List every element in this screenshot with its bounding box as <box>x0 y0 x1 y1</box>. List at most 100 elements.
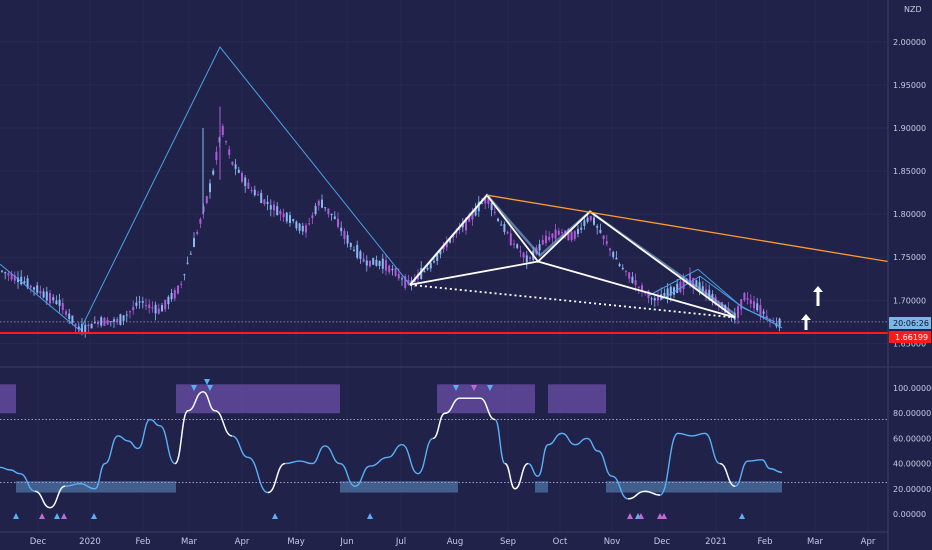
candle-body <box>567 228 570 241</box>
candle-body <box>145 305 147 307</box>
candle-body <box>343 230 346 239</box>
oscillator-tick-label: 80.00000 <box>893 409 931 418</box>
time-tick-label: Jul <box>395 537 406 547</box>
oversold-zone <box>535 481 548 493</box>
candle-body <box>106 319 109 325</box>
candle-body <box>305 225 307 233</box>
time-tick-label: Sep <box>500 537 516 547</box>
candle-body <box>433 261 435 263</box>
buy-signal-icon <box>638 513 644 519</box>
candle-body <box>346 235 349 244</box>
candle-body <box>81 324 83 334</box>
candle-body <box>666 288 669 300</box>
candle-body <box>202 206 205 213</box>
overbought-zone <box>0 384 16 414</box>
candle-body <box>580 227 583 230</box>
oscillator-extreme-segment <box>34 485 66 509</box>
candle-body <box>612 252 615 257</box>
candle-body <box>282 213 285 218</box>
time-tick-label: Aug <box>447 537 464 547</box>
candle-body <box>97 321 99 325</box>
oscillator-axis[interactable]: 100.00000 80.00000 60.00000 40.00000 20.0000… <box>893 384 932 519</box>
candle-body <box>519 251 522 253</box>
time-tick-label: 2020 <box>79 537 101 547</box>
candle-body <box>289 215 291 224</box>
candle-body <box>308 223 311 225</box>
candle-body <box>679 281 682 292</box>
current-price-tag-box <box>889 317 931 329</box>
candle-body <box>87 324 90 327</box>
candle-body <box>186 262 189 264</box>
candle-body <box>538 244 541 251</box>
candle-body <box>506 232 509 234</box>
candle-body <box>778 318 781 328</box>
time-tick-label: 2021 <box>705 537 727 547</box>
candle-body <box>423 271 426 273</box>
candle-body <box>615 257 618 260</box>
candle-body <box>93 322 96 324</box>
candle-body <box>253 189 256 196</box>
candle-body <box>695 280 698 287</box>
candle-body <box>468 214 471 222</box>
price-tick-label: 1.80000 <box>893 210 926 219</box>
sell-signal-icon <box>191 385 197 391</box>
oscillator-extreme-segment <box>174 391 233 465</box>
candle-body <box>634 280 637 286</box>
candle-body <box>493 211 496 213</box>
candle-body <box>337 218 339 227</box>
candle-body <box>321 199 323 208</box>
oscillator-extreme-segment <box>267 462 286 494</box>
price-tick-label: 1.75000 <box>893 253 926 262</box>
candle-body <box>458 228 461 230</box>
harmonic-pattern-leg <box>537 260 736 319</box>
candle-body <box>753 301 755 309</box>
candle-body <box>394 268 397 276</box>
candle-body <box>609 248 611 251</box>
candle-body <box>74 323 77 326</box>
price-tick-label: 1.95000 <box>893 81 926 90</box>
price-axis[interactable]: 2.00000 1.95000 1.90000 1.85000 1.80000 1.750… <box>893 38 926 349</box>
candle-body <box>743 293 746 301</box>
candle-body <box>241 172 243 182</box>
candle-body <box>439 250 442 255</box>
candle-body <box>292 219 295 221</box>
candle-body <box>273 204 275 211</box>
price-tick-label: 1.85000 <box>893 167 926 176</box>
candle-body <box>724 305 727 313</box>
candle-body <box>500 224 503 226</box>
time-tick-label: Oct <box>553 537 568 547</box>
candle-body <box>369 260 371 267</box>
candle-body <box>161 305 163 312</box>
candle-body <box>599 229 602 233</box>
candle-body <box>237 169 240 173</box>
oscillator-extreme-segment <box>504 462 529 490</box>
candle-body <box>545 235 547 244</box>
oscillator-extreme-segment <box>719 462 736 487</box>
time-axis[interactable]: Dec 2020 Feb Mar Apr May Jun Jul Aug Sep Oct Nov Dec… <box>30 537 876 547</box>
candle-body <box>503 223 506 232</box>
candle-body <box>65 311 67 315</box>
candle-body <box>525 255 528 263</box>
overbought-zone <box>548 384 606 414</box>
candle-body <box>404 276 407 289</box>
candle-body <box>637 286 640 288</box>
candle-body <box>513 243 515 245</box>
candle-body <box>692 277 695 288</box>
candle-body <box>189 253 192 255</box>
candle-body <box>42 291 45 298</box>
oscillator-tick-label: 60.00000 <box>893 434 931 443</box>
sell-signal-icon <box>204 379 210 385</box>
candle-body <box>157 308 160 314</box>
candle-body <box>84 324 87 333</box>
candle-body <box>170 293 173 300</box>
candle-body <box>429 262 432 269</box>
time-tick-label: Feb <box>135 537 150 547</box>
candle-body <box>641 285 643 292</box>
candle-body <box>183 274 186 276</box>
grid <box>0 41 888 344</box>
candle-body <box>474 208 477 216</box>
candle-body <box>497 218 499 221</box>
candle-body <box>180 283 183 285</box>
candle-body <box>749 299 752 304</box>
candle-body <box>577 228 579 234</box>
